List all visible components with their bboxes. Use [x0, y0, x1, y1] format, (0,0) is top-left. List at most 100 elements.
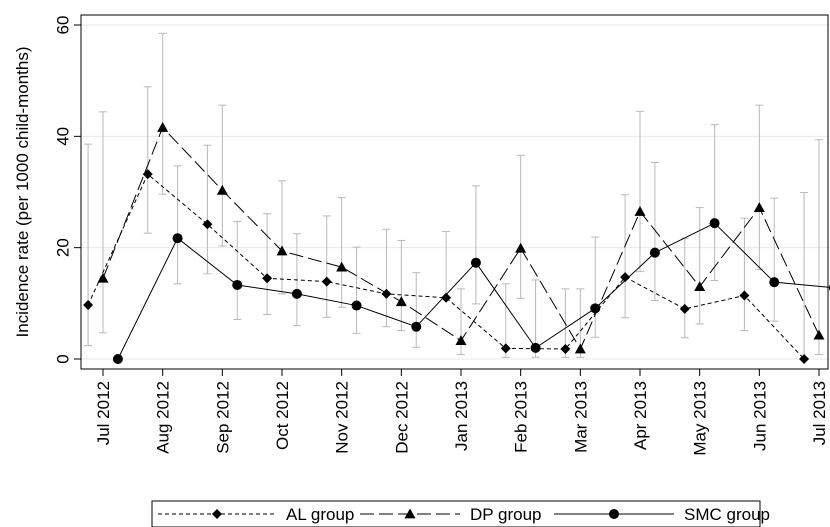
dp-group-error-bar [815, 139, 823, 356]
al-group-point [381, 288, 392, 299]
smc-group-error-bar [173, 165, 182, 285]
x-tick-label: Mar 2013 [571, 381, 590, 453]
smc-group-point [590, 303, 601, 314]
al-group-error-bar [621, 194, 630, 319]
smc-group-point [351, 300, 362, 311]
smc-group-point [649, 247, 660, 258]
dp-group-error-bar [99, 111, 107, 334]
smc-group-point [172, 233, 183, 244]
plot-background [81, 15, 828, 369]
dp-group-point [694, 281, 706, 292]
x-tick-label: Oct 2012 [273, 381, 292, 450]
y-tick-label: 60 [54, 16, 73, 35]
dp-group-error-bar [158, 32, 167, 195]
al-group-error-bar [740, 217, 749, 332]
error-bars [84, 32, 830, 359]
x-tick-label: Dec 2012 [392, 381, 411, 454]
smc-group-point [232, 279, 243, 290]
x-tick-label: Aug 2012 [154, 381, 173, 454]
smc-group-point [769, 277, 780, 288]
dp-group-point [813, 329, 825, 340]
al-group-error-bar [322, 215, 331, 318]
dp-group-error-bar [218, 104, 227, 247]
x-axis: Jul 2012 Aug 2012 Sep 2012 Oct 2012 Nov 2012… [94, 369, 829, 456]
dp-group-legend-label: DP group [470, 505, 542, 524]
al-group-point [739, 290, 750, 301]
dp-group-point [395, 296, 407, 307]
al-group-error-bar [442, 231, 451, 298]
al-group-legend-label: AL group [286, 505, 354, 524]
smc-group-error-bar [471, 185, 480, 305]
x-tick-label: Sep 2012 [213, 381, 232, 454]
al-group-error-bar [203, 144, 212, 275]
y-tick-label: 40 [54, 127, 73, 146]
dp-group-point [216, 184, 228, 195]
x-tick-label: Jul 2013 [810, 381, 829, 445]
smc-group-error-bar [591, 236, 600, 338]
dp-group-point [634, 205, 646, 216]
al-group-point [799, 354, 810, 364]
dp-group-point [574, 343, 586, 354]
x-tick-label: Apr 2013 [631, 381, 650, 450]
al-group-point [560, 343, 571, 354]
smc-group-point [709, 218, 720, 229]
al-group-error-bar [84, 143, 93, 347]
dp-group-point [336, 261, 348, 272]
x-tick-label: Nov 2012 [333, 381, 352, 454]
al-group-point [83, 300, 94, 311]
smc-group-point [291, 288, 302, 299]
dp-group-error-bar [695, 207, 704, 325]
al-group-error-bar [263, 213, 272, 315]
dp-group-point [276, 245, 288, 256]
al-group-legend-marker [212, 509, 222, 519]
series-markers [83, 121, 830, 364]
dp-group-error-bar [397, 239, 406, 332]
al-group-error-bar [800, 192, 809, 359]
smc-group-error-bar [770, 197, 779, 322]
dp-group-point [97, 272, 109, 283]
al-group-error-bar [143, 86, 152, 234]
al-group-point [262, 273, 273, 284]
dp-group-error-bar [636, 110, 644, 273]
al-group-point [441, 292, 452, 303]
x-tick-label: Jun 2013 [750, 381, 769, 451]
smc-group-error-bar [650, 161, 659, 302]
al-group-point [500, 343, 511, 354]
x-tick-label: Feb 2013 [512, 381, 531, 453]
al-group-error-bar [382, 228, 391, 328]
y-tick-label: 0 [54, 354, 73, 363]
plot-frame [80, 14, 829, 370]
dp-group-legend-marker [404, 508, 416, 519]
x-tick-label: May 2013 [691, 381, 710, 456]
gridlines [81, 24, 828, 360]
dp-group-error-bar [278, 180, 286, 295]
smc-group-point [470, 257, 481, 268]
legend: AL group DP group SMC group [151, 500, 770, 527]
smc-group-point [530, 342, 541, 353]
smc-group-legend-label: SMC group [684, 505, 770, 524]
dp-group-point [753, 202, 765, 212]
smc-group-error-bar [412, 272, 421, 348]
dp-group-point [455, 335, 467, 346]
x-tick-label: Jul 2012 [94, 381, 113, 445]
y-tick-label: 20 [54, 238, 73, 257]
al-group-point [679, 303, 690, 314]
x-tick-label: Jan 2013 [452, 381, 471, 451]
dp-group-point [515, 242, 527, 253]
y-axis: 0 20 40 60 [54, 16, 81, 364]
al-group-point [142, 169, 153, 180]
smc-group-error-bar [710, 124, 719, 282]
smc-group-point [411, 321, 422, 332]
dp-group-point [157, 121, 169, 132]
smc-group-legend-marker [609, 509, 619, 519]
al-group-point [321, 276, 332, 287]
al-group-point [620, 272, 631, 283]
dp-group-error-bar [516, 154, 525, 299]
al-group-point [202, 219, 213, 230]
y-axis-title: Incidence rate (per 1000 child-months) [13, 46, 32, 337]
dp-group-error-bar [337, 197, 346, 308]
smc-group-point [112, 354, 123, 364]
smc-group-error-bar [352, 246, 361, 334]
smc-group-error-bar [233, 221, 242, 320]
